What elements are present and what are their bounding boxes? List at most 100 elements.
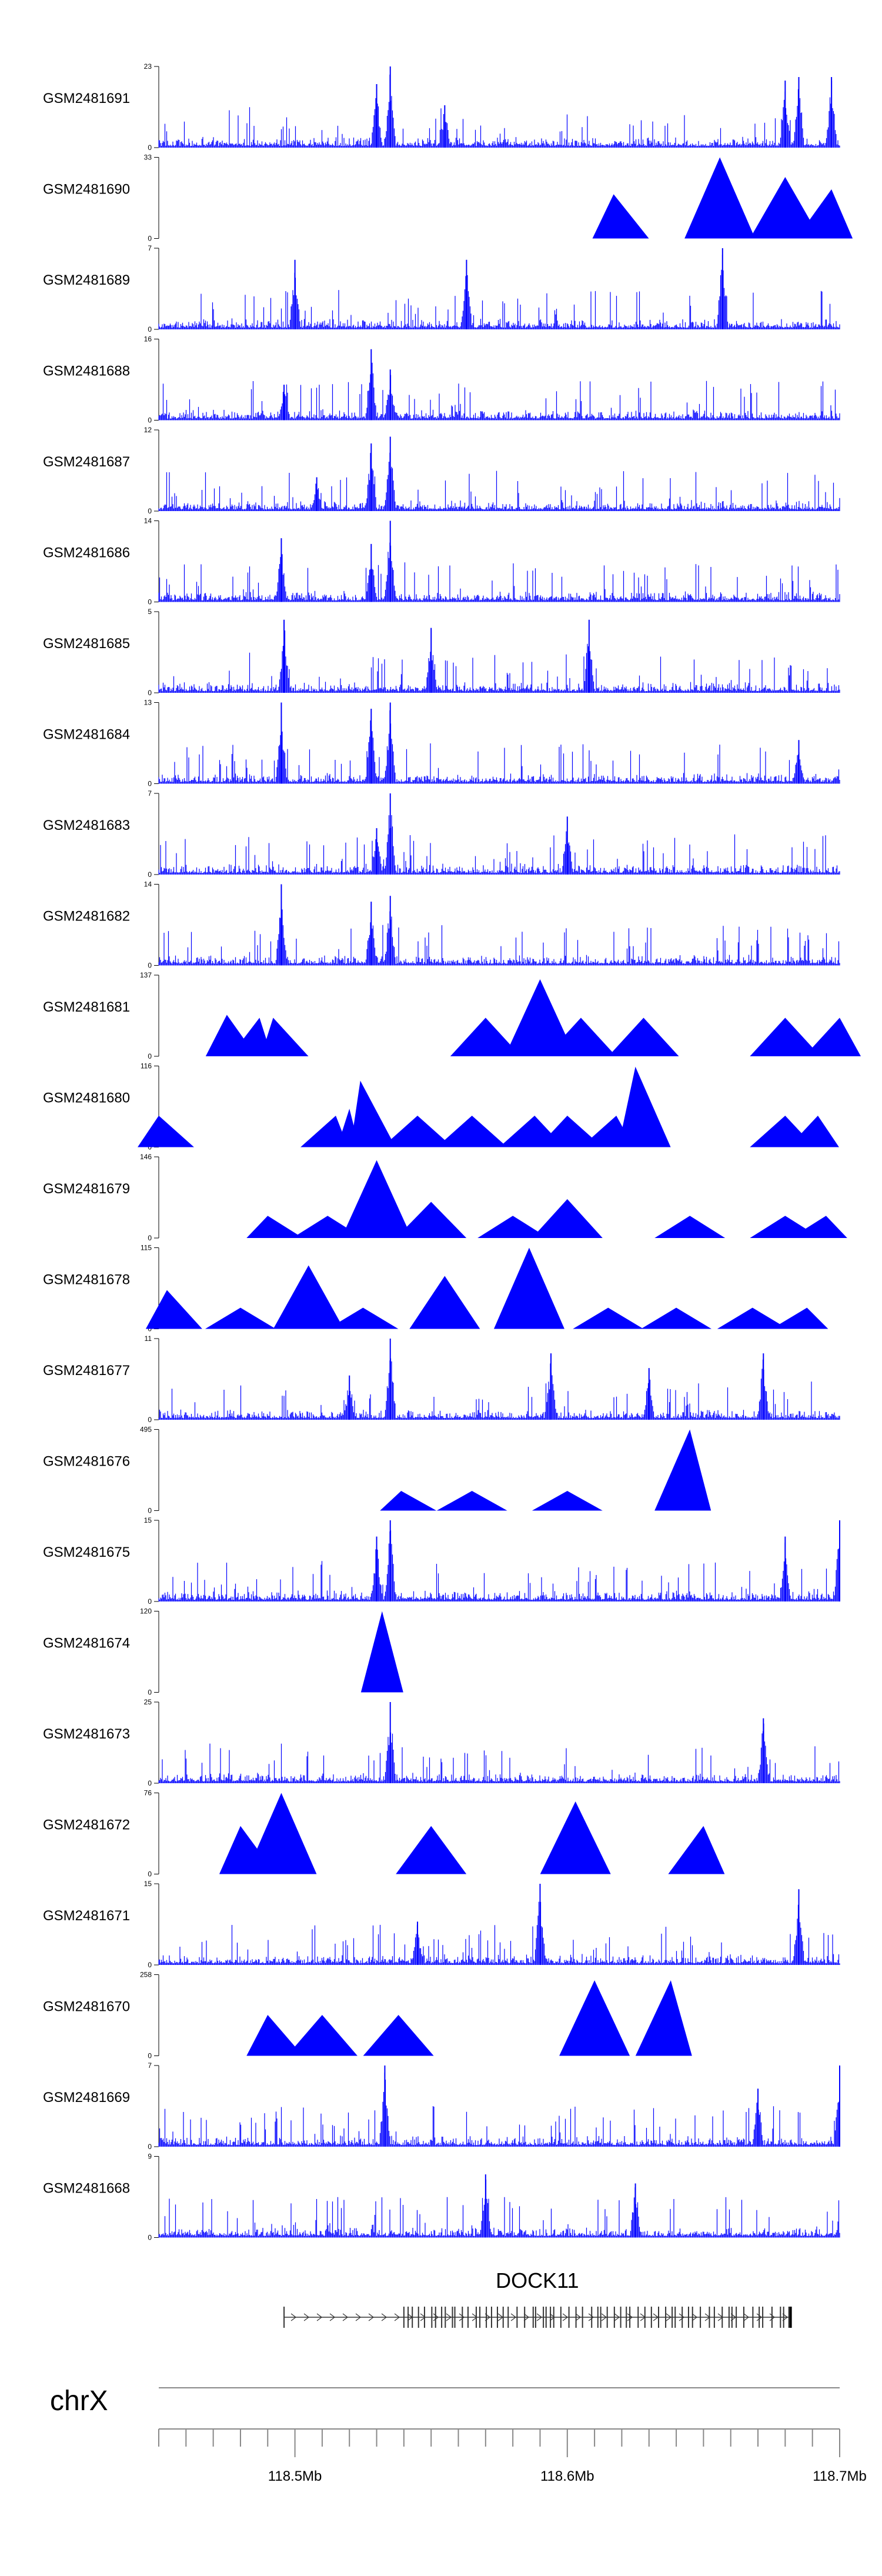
y-max-label: 120: [140, 1607, 152, 1616]
y-min-label: 0: [148, 1689, 152, 1697]
track-GSM2481680: GSM24816801160: [43, 1062, 839, 1152]
y-min-label: 0: [148, 1961, 152, 1969]
peak: [230, 1017, 272, 1056]
x-tick-label: 118.7Mb: [813, 2468, 867, 2484]
x-axis: 118.5Mb 118.6Mb 118.7Mb: [158, 2428, 867, 2484]
track-label: GSM2481674: [43, 1636, 130, 1651]
strand-arrow: [420, 2313, 426, 2321]
strand-arrow: [743, 2313, 750, 2321]
peak: [788, 1115, 839, 1147]
y-min-label: 0: [148, 689, 152, 697]
peak: [537, 1115, 603, 1147]
y-max-label: 5: [148, 608, 152, 616]
track-GSM2481685: GSM2481685 5 0: [43, 608, 840, 697]
track-label: GSM2481680: [43, 1090, 130, 1106]
track-label: GSM2481688: [43, 363, 130, 379]
strand-arrow: [316, 2313, 323, 2321]
strand-arrow: [549, 2313, 556, 2321]
signal: [158, 630, 840, 693]
y-max-label: 76: [144, 1789, 152, 1797]
strand-arrow: [627, 2313, 633, 2321]
track-GSM2481679: GSM2481679 146 0: [43, 1153, 847, 1242]
track-label: GSM2481675: [43, 1544, 130, 1560]
track-label: GSM2481673: [43, 1726, 130, 1742]
strand-arrow: [769, 2313, 776, 2321]
y-max-label: 137: [140, 971, 152, 979]
y-min-label: 0: [148, 870, 152, 879]
peak: [505, 979, 576, 1056]
track-GSM2481672: GSM2481672 76 0: [43, 1789, 725, 1878]
peak: [246, 1216, 303, 1238]
track-GSM2481673: GSM2481673 25 0: [43, 1698, 840, 1787]
peak: [138, 1115, 194, 1147]
peak: [750, 176, 821, 239]
track-label: GSM2481678: [43, 1272, 130, 1288]
track-GSM2481688: GSM2481688 16 0: [43, 335, 840, 425]
strand-arrow: [355, 2313, 362, 2321]
signal: [158, 710, 840, 784]
peak: [618, 1066, 671, 1147]
peak: [341, 1160, 412, 1238]
peak: [273, 1265, 344, 1329]
peak: [668, 1826, 725, 1874]
track-label: GSM2481687: [43, 454, 130, 470]
y-min-label: 0: [148, 507, 152, 515]
y-max-label: 23: [144, 62, 152, 71]
y-min-label: 0: [148, 2143, 152, 2151]
y-max-label: 16: [144, 335, 152, 343]
peak: [246, 2014, 303, 2056]
track-label: GSM2481691: [43, 91, 130, 106]
peak: [608, 1017, 679, 1056]
signal: [158, 452, 840, 511]
peak: [246, 1793, 317, 1874]
strand-arrow: [575, 2313, 582, 2321]
peak: [477, 1216, 549, 1238]
strand-arrow: [472, 2313, 478, 2321]
peak: [532, 1491, 603, 1511]
track-GSM2481670: GSM2481670 258 0: [43, 1971, 692, 2060]
y-min-label: 0: [148, 1507, 152, 1515]
track-label: GSM2481689: [43, 272, 130, 288]
peak: [350, 1080, 396, 1147]
signal: [158, 1530, 840, 1601]
track-label: GSM2481682: [43, 909, 130, 925]
y-min-label: 0: [148, 235, 152, 243]
strand-arrow: [562, 2313, 569, 2321]
track-label: GSM2481669: [43, 2090, 130, 2105]
gene-name: DOCK11: [496, 2268, 579, 2293]
track-label: GSM2481684: [43, 727, 130, 743]
strand-arrow: [679, 2313, 685, 2321]
track-GSM2481681: GSM2481681 137 0: [43, 971, 861, 1060]
y-min-label: 0: [148, 962, 152, 970]
track-GSM2481668: GSM2481668 9 0: [43, 2153, 840, 2242]
track-GSM2481684: GSM2481684 13 0: [43, 699, 840, 788]
peak: [300, 1115, 348, 1147]
signal: [158, 1901, 840, 1965]
strand-arrow: [691, 2313, 698, 2321]
peak: [592, 194, 649, 239]
signal: [158, 2071, 840, 2147]
strand-arrow: [368, 2313, 375, 2321]
strand-arrow: [329, 2313, 336, 2321]
track-GSM2481686: GSM2481686 14 0: [43, 517, 840, 606]
strand-arrow: [756, 2313, 763, 2321]
y-min-label: 0: [148, 2052, 152, 2060]
strand-arrow: [381, 2313, 387, 2321]
peak: [380, 1491, 437, 1511]
peak: [436, 1115, 507, 1147]
peak: [205, 1307, 276, 1329]
peak: [493, 1247, 564, 1329]
peak: [450, 1017, 521, 1056]
track-label: GSM2481679: [43, 1181, 130, 1197]
signal: [158, 74, 840, 148]
track-GSM2481689: GSM2481689 7 0: [43, 244, 840, 333]
track-label: GSM2481668: [43, 2181, 130, 2197]
y-max-label: 33: [144, 154, 152, 162]
y-min-label: 0: [148, 1234, 152, 1242]
y-max-label: 15: [144, 1516, 152, 1524]
track-GSM2481678: GSM24816781150: [43, 1244, 828, 1333]
track-label: GSM2481685: [43, 636, 130, 652]
peak: [328, 1307, 399, 1329]
track-label: GSM2481672: [43, 1817, 130, 1833]
